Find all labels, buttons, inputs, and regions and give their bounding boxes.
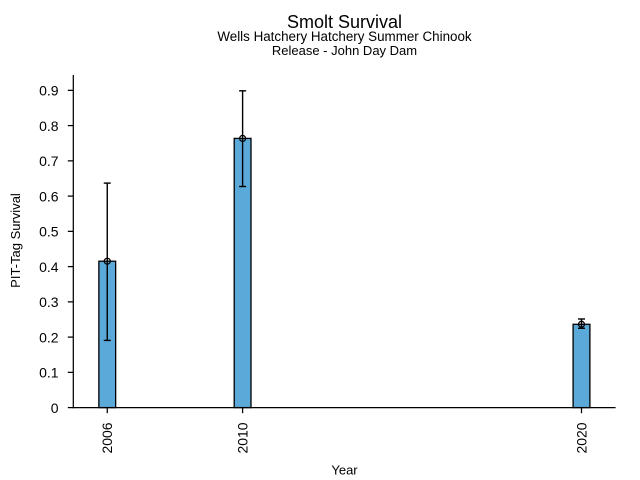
- svg-text:0.3: 0.3: [39, 294, 59, 310]
- svg-text:2020: 2020: [573, 422, 589, 453]
- svg-text:0.1: 0.1: [39, 365, 59, 381]
- svg-text:Release - John Day Dam: Release - John Day Dam: [272, 43, 417, 58]
- svg-text:0.9: 0.9: [39, 83, 59, 99]
- svg-text:0.8: 0.8: [39, 118, 59, 134]
- svg-text:Year: Year: [331, 462, 358, 477]
- svg-text:0.4: 0.4: [39, 259, 59, 275]
- svg-text:0.6: 0.6: [39, 188, 59, 204]
- svg-text:PIT-Tag Survival: PIT-Tag Survival: [8, 193, 23, 288]
- svg-text:Wells Hatchery Hatchery Summer: Wells Hatchery Hatchery Summer Chinook: [217, 29, 472, 44]
- svg-text:0.5: 0.5: [39, 224, 59, 240]
- svg-text:2010: 2010: [235, 422, 251, 453]
- svg-text:Smolt Survival: Smolt Survival: [287, 12, 402, 32]
- svg-text:0.2: 0.2: [39, 329, 59, 345]
- svg-text:2006: 2006: [99, 422, 115, 453]
- svg-text:0: 0: [51, 400, 59, 416]
- svg-text:0.7: 0.7: [39, 153, 59, 169]
